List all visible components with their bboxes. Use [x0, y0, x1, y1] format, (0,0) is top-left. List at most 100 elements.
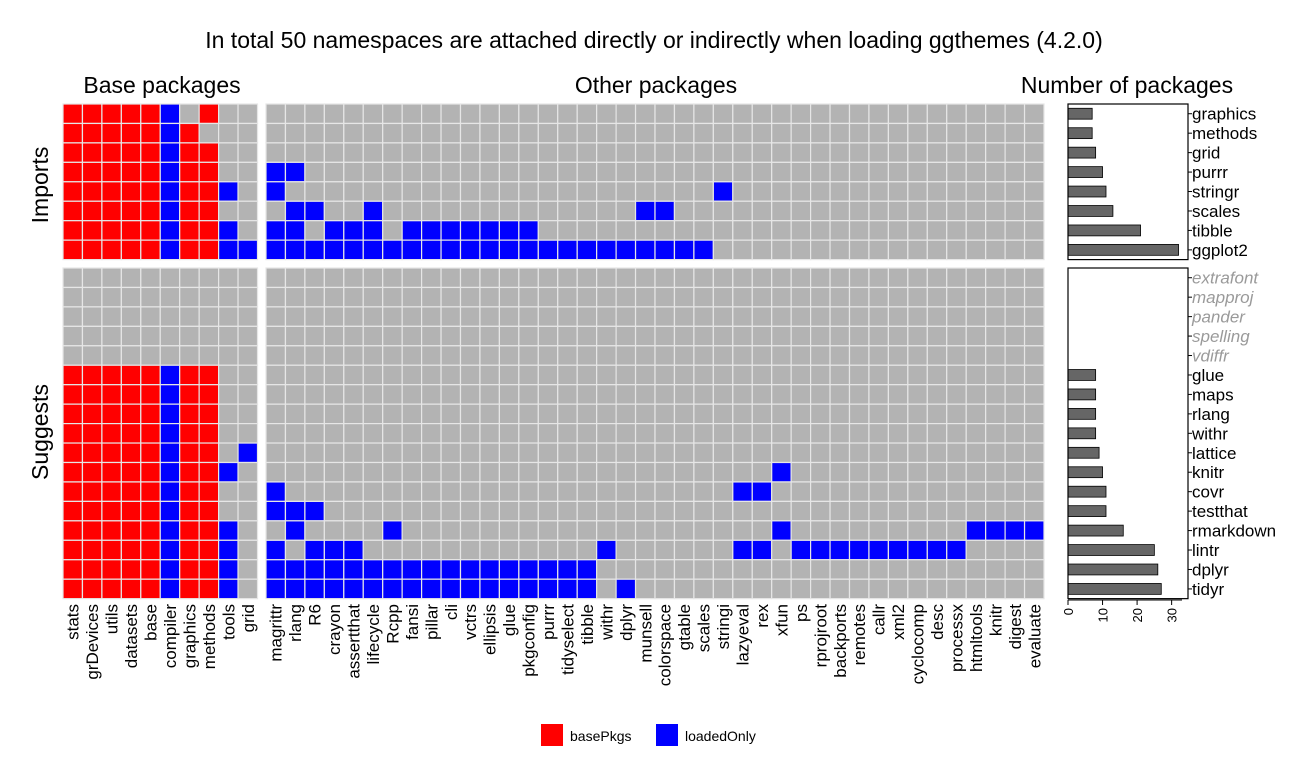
cell-suggests-tidyr-dplyr [615, 578, 637, 600]
cell-suggests-covr-gtable [673, 481, 695, 503]
cell-suggests-vdiffr-pillar [421, 345, 442, 366]
cell-suggests-knitr-gtable [673, 461, 695, 483]
cell-suggests-rmarkdown-ps [790, 520, 812, 541]
row-label-suggests-withr: withr [1191, 424, 1228, 443]
cell-suggests-covr-datasets [120, 481, 142, 503]
cell-imports-purrr-pkgconfig [518, 161, 539, 183]
cell-suggests-covr-stats [62, 481, 84, 503]
cell-suggests-testthat-grdevices [81, 500, 103, 522]
cell-suggests-testthat-scales [693, 500, 714, 522]
cell-imports-graphics-tidyselect [557, 103, 578, 125]
cell-imports-grid-glue [498, 142, 520, 163]
cell-imports-methods-base [140, 122, 161, 144]
cell-suggests-rmarkdown-callr [868, 520, 890, 541]
cell-suggests-tidyr-fansi [401, 578, 423, 600]
cell-imports-scales-tibble [576, 200, 598, 222]
cell-suggests-vdiffr-ellipsis [479, 345, 501, 366]
cell-imports-graphics-processx [946, 103, 967, 125]
cell-imports-ggplot2-rlang [284, 239, 306, 261]
cell-suggests-vdiffr-tibble [576, 345, 598, 366]
cell-imports-ggplot2-stats [62, 239, 84, 261]
cell-suggests-testthat-graphics [179, 500, 200, 522]
cell-imports-graphics-r6 [304, 103, 325, 125]
cell-suggests-maps-grdevices [81, 384, 103, 405]
cell-suggests-glue-remotes [848, 364, 870, 386]
cell-imports-purrr-purrr [537, 161, 559, 183]
cell-suggests-rlang-r6 [304, 403, 325, 425]
cell-imports-scales-grid [237, 200, 259, 222]
cell-imports-ggplot2-gtable [673, 239, 695, 261]
count-bar-imports-graphics [1067, 107, 1093, 120]
cell-suggests-lattice-rex [751, 442, 773, 464]
cell-suggests-mapproj-tools [218, 286, 239, 308]
cell-imports-grid-stringi [712, 142, 734, 163]
cell-imports-purrr-gtable [673, 161, 695, 183]
count-bar-imports-stringr [1067, 185, 1107, 198]
cell-suggests-pander-withr [596, 306, 617, 327]
cell-suggests-spelling-glue [498, 325, 520, 347]
cell-suggests-knitr-grdevices [81, 461, 103, 483]
cell-suggests-lattice-rlang [284, 442, 306, 464]
cell-imports-scales-gtable [673, 200, 695, 222]
cell-suggests-covr-purrr [537, 481, 559, 503]
row-label-suggests-glue: glue [1192, 366, 1224, 385]
cell-suggests-vdiffr-r6 [304, 345, 325, 366]
cell-suggests-testthat-crayon [323, 500, 345, 522]
cell-suggests-lintr-vctrs [459, 539, 481, 561]
cell-suggests-maps-colorspace [654, 384, 676, 405]
cell-suggests-spelling-compiler [159, 325, 181, 347]
cell-imports-tibble-munsell [634, 220, 656, 241]
cell-suggests-lintr-grdevices [81, 539, 103, 561]
cell-suggests-rmarkdown-fansi [401, 520, 423, 541]
cell-suggests-tidyr-withr [596, 578, 617, 600]
cell-suggests-vdiffr-rcpp [382, 345, 403, 366]
cell-imports-methods-lifecycle [362, 122, 384, 144]
cell-imports-ggplot2-crayon [323, 239, 345, 261]
cell-suggests-rlang-pkgconfig [518, 403, 539, 425]
cell-suggests-tidyr-datasets [120, 578, 142, 600]
cell-suggests-maps-tidyselect [557, 384, 578, 405]
cell-suggests-lattice-crayon [323, 442, 345, 464]
cell-imports-scales-tools [218, 200, 239, 222]
count-xtick-0: 0 [1061, 608, 1076, 615]
cell-suggests-knitr-processx [946, 461, 967, 483]
cell-suggests-testthat-r6 [304, 500, 325, 522]
cell-suggests-knitr-colorspace [654, 461, 676, 483]
cell-suggests-maps-lazyeval [732, 384, 753, 405]
cell-suggests-tidyr-tidyselect [557, 578, 578, 600]
cell-imports-tibble-xml2 [887, 220, 909, 241]
cell-imports-scales-desc [926, 200, 948, 222]
cell-suggests-lintr-compiler [159, 539, 181, 561]
cell-suggests-tidyr-ellipsis [479, 578, 501, 600]
cell-suggests-mapproj-digest [1004, 286, 1026, 308]
cell-suggests-extrafont-stats [62, 267, 84, 289]
cell-suggests-withr-datasets [120, 423, 142, 444]
cell-imports-grid-knitr [985, 142, 1006, 163]
cell-imports-graphics-ps [790, 103, 812, 125]
cell-suggests-rmarkdown-dplyr [615, 520, 637, 541]
cell-suggests-rmarkdown-pillar [421, 520, 442, 541]
cell-suggests-glue-dplyr [615, 364, 637, 386]
cell-suggests-lintr-base [140, 539, 161, 561]
cell-suggests-covr-munsell [634, 481, 656, 503]
cell-suggests-mapproj-cyclocomp [907, 286, 928, 308]
cell-suggests-lattice-grid [237, 442, 259, 464]
cell-imports-ggplot2-methods [198, 239, 220, 261]
cell-suggests-dplyr-withr [596, 559, 617, 580]
cell-imports-purrr-scales [693, 161, 714, 183]
cell-imports-graphics-stats [62, 103, 84, 125]
xlabel-base-compiler: compiler [161, 604, 180, 669]
imports-count-panel-frame [1067, 103, 1189, 261]
cell-imports-purrr-rlang [284, 161, 306, 183]
cell-imports-graphics-pkgconfig [518, 103, 539, 125]
cell-imports-scales-rlang [284, 200, 306, 222]
cell-suggests-covr-r6 [304, 481, 325, 503]
cell-suggests-knitr-purrr [537, 461, 559, 483]
cell-suggests-mapproj-withr [596, 286, 617, 308]
cell-suggests-mapproj-processx [946, 286, 967, 308]
cell-imports-graphics-crayon [323, 103, 345, 125]
cell-suggests-dplyr-rcpp [382, 559, 403, 580]
cell-imports-stringr-utils [101, 181, 122, 202]
cell-imports-ggplot2-rcpp [382, 239, 403, 261]
cell-suggests-spelling-utils [101, 325, 122, 347]
